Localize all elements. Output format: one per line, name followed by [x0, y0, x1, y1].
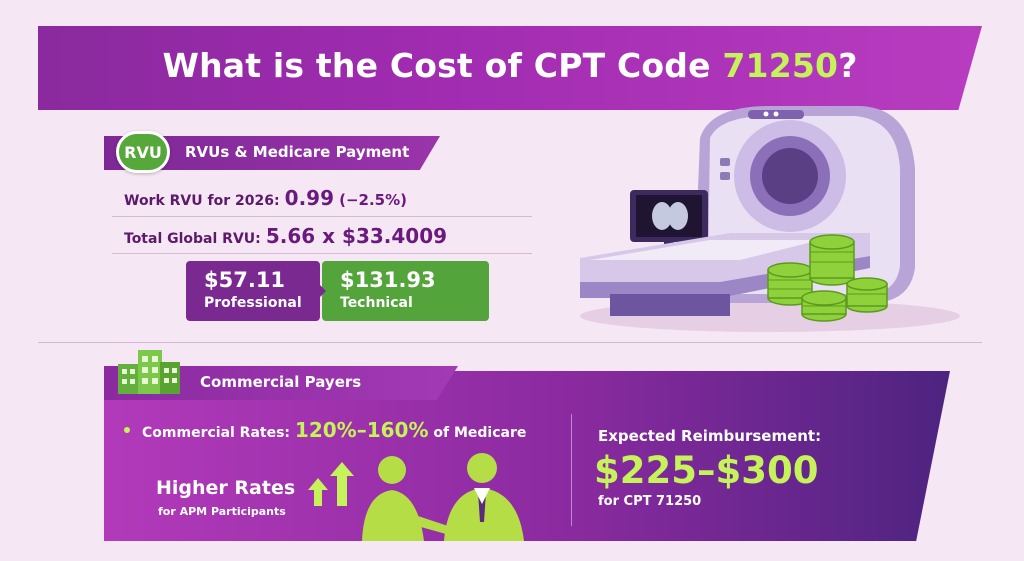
technical-payment-box: $131.93 Technical: [322, 261, 489, 321]
title-suffix: ?: [838, 46, 858, 85]
work-rvu-change: (−2.5%): [339, 191, 407, 209]
higher-rates-title: Higher Rates: [156, 477, 296, 499]
commercial-rates-label: Commercial Rates:: [142, 425, 291, 441]
expected-reimbursement-range: $225–$300: [594, 449, 819, 492]
professional-payment-box: $57.11 Professional: [186, 261, 320, 321]
higher-rates-subtitle: for APM Participants: [158, 505, 286, 518]
commercial-rates-suffix: of Medicare: [433, 425, 527, 441]
work-rvu-value: 0.99: [284, 186, 335, 210]
page-title: What is the Cost of CPT Code 71250?: [38, 46, 982, 85]
rvu-section-title: RVUs & Medicare Payment: [185, 143, 410, 161]
technical-amount: $131.93: [340, 268, 436, 292]
commercial-rates-value: 120%–160%: [294, 418, 429, 442]
title-prefix: What is the Cost of CPT Code: [162, 46, 723, 85]
bullet-icon: [124, 427, 130, 433]
title-code: 71250: [722, 46, 839, 85]
coin-stack-icon: [767, 234, 888, 322]
work-rvu-row: Work RVU for 2026: 0.99 (−2.5%): [124, 186, 407, 210]
title-banner: What is the Cost of CPT Code 71250?: [38, 26, 982, 110]
commercial-section-title: Commercial Payers: [200, 373, 362, 391]
building-icon: [118, 350, 180, 394]
rvu-badge: RVU: [116, 131, 170, 173]
work-rvu-label: Work RVU for 2026:: [124, 193, 280, 209]
expected-reimbursement-subtitle: for CPT 71250: [598, 494, 702, 509]
technical-label: Technical: [340, 295, 413, 311]
row-divider: [112, 216, 532, 217]
total-rvu-label: Total Global RVU:: [124, 231, 261, 247]
professional-amount: $57.11: [204, 268, 286, 292]
professional-label: Professional: [204, 295, 302, 311]
total-rvu-row: Total Global RVU: 5.66 x $33.4009: [124, 224, 447, 248]
arrow-up-icon: [308, 462, 354, 506]
section-divider: [38, 342, 982, 343]
ct-scanner-icon: [580, 106, 960, 332]
vertical-divider: [571, 414, 572, 526]
commercial-rates-row: Commercial Rates: 120%–160% of Medicare: [142, 418, 526, 442]
total-rvu-value: 5.66 x $33.4009: [265, 224, 448, 248]
business-people-icon: [362, 453, 524, 541]
chevron-right-icon: [314, 279, 326, 303]
expected-reimbursement-title: Expected Reimbursement:: [598, 427, 822, 445]
row-divider: [112, 253, 532, 254]
